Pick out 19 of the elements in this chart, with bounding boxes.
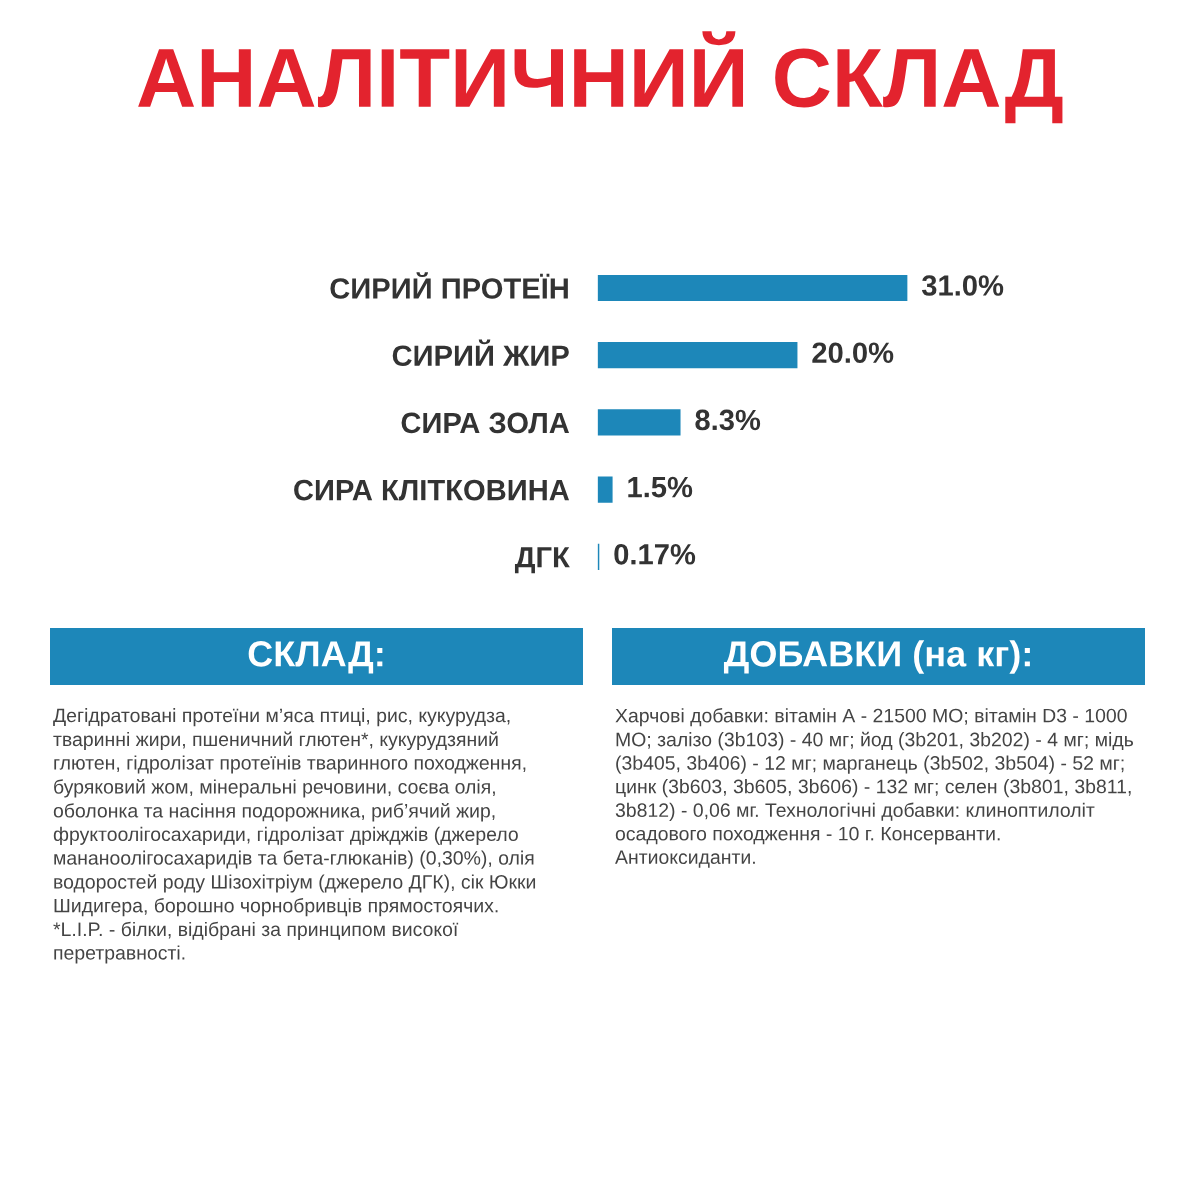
- text: ДОБАВКИ (на кг):: [723, 640, 1030, 674]
- bar: [597, 409, 681, 436]
- data-label: 31.0%: [921, 275, 1004, 296]
- y-tick-label: СИРА КЛІТКОВИНА: [294, 479, 570, 501]
- bar: [597, 342, 798, 369]
- text: СКЛАД:: [248, 641, 383, 674]
- data-label: 1.5%: [628, 476, 693, 498]
- bar: [597, 274, 908, 302]
- data-label: 20.0%: [812, 342, 894, 364]
- y-tick-label: ДГК: [514, 547, 570, 574]
- text: Харчові добавки: вітамін А - 21500 МО; вітамін D3 - 1000 МО; залізо (3b103) - 40 мг; йод (3b201, 3b202) - 4 мг; мідь (3b405, 3b406) - 12 мг; марганець (3b502, 3b504) - 52 мг; цинк (3b603, 3b605, 3b606) - 132 мг; селен (3b801, 3b811, 3b812) - 0,06 мг. Технологічні добавки: клиноптилоліт осадового походження - 10 г. Консерванти. Антиоксиданти.: [615, 708, 1134, 868]
- data-label: 0.17%: [614, 543, 696, 565]
- chart-title: АНАЛІТИЧНИЙ СКЛАД: [138, 31, 1063, 124]
- bar: [597, 476, 613, 503]
- y-tick-label: СИРИЙ ПРОТЕЇН: [330, 272, 568, 299]
- y-tick-label: СИРА ЗОЛА: [401, 412, 570, 434]
- text: Дегідратовані протеїни м’яса птиці, рис, кукурудза, тваринні жири, пшеничний глютен*, кукурудзяний глютен, гідролізат протеїнів тваринного походження, буряковий жом, мінеральні речовини, соєва олія, оболонка та насіння подорожника, риб’ячий жир, фруктоолігосахариди, гідролізат дріжджів (джерело мананоолігосахаридів та бета-глюканів) (0,30%), олія водоростей роду Шізохітріум (джерело ДГК), сік Юкки Шидигера, борошно чорнобривців прямостоячих. *L.I.P. - білки, відібрані за принципом високої перетравності.: [53, 708, 536, 964]
- data-label: 8.3%: [695, 409, 761, 431]
- y-tick-label: СИРИЙ ЖИР: [392, 339, 569, 367]
